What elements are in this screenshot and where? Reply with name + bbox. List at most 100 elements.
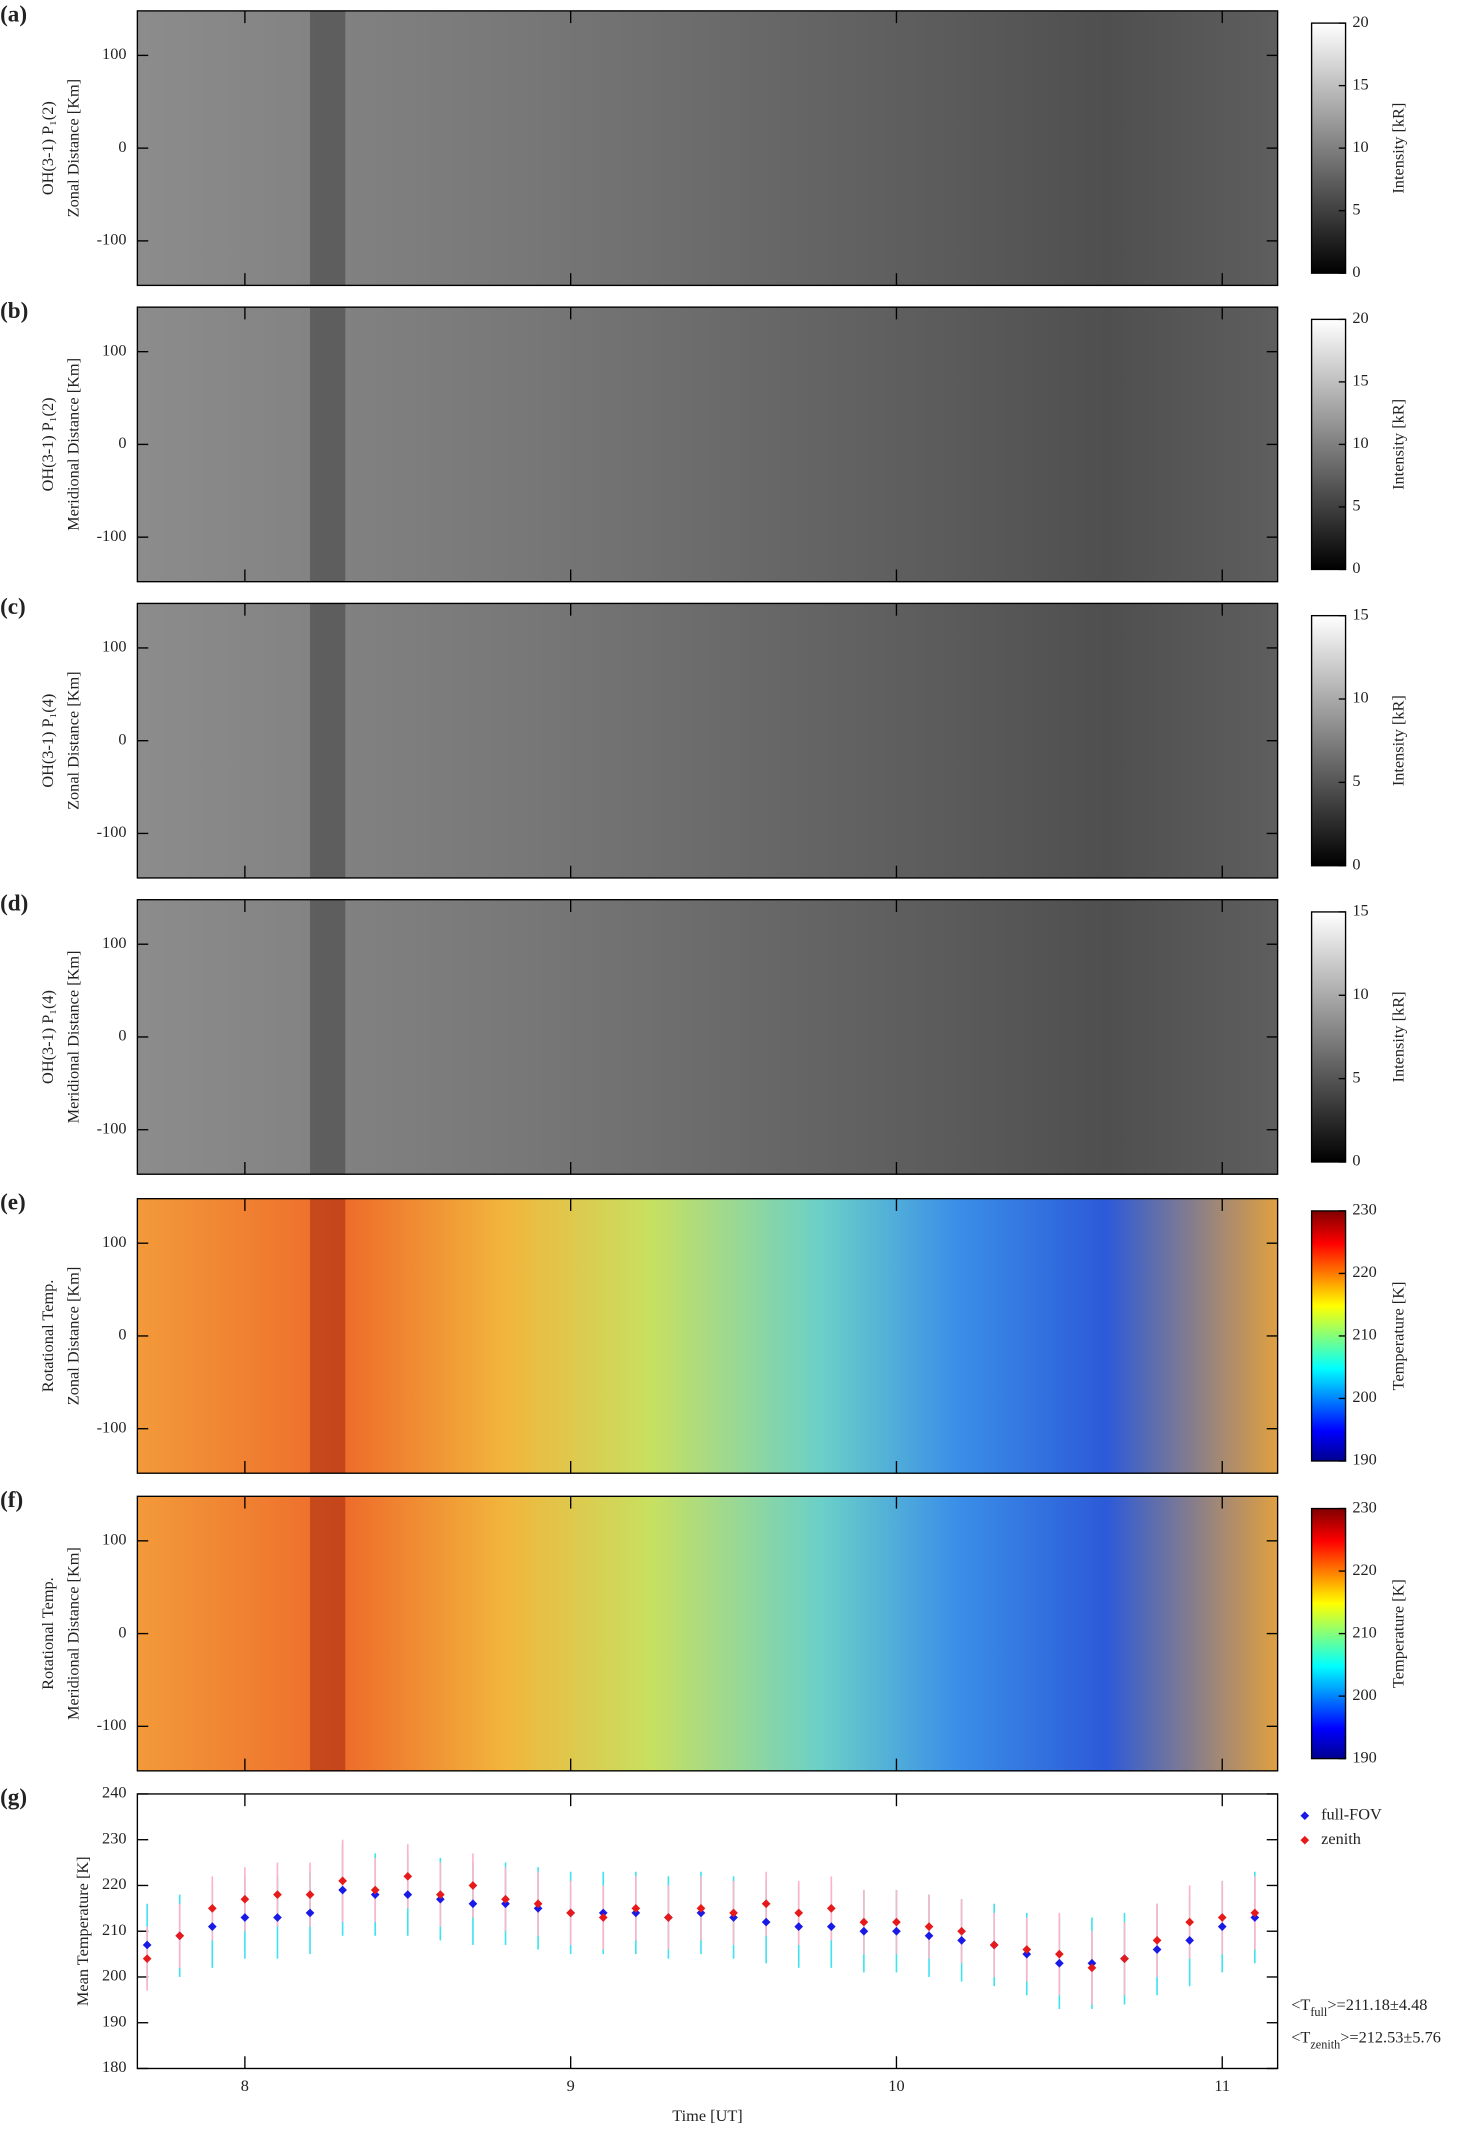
colorbar-tick-label: 0: [1352, 262, 1360, 281]
data-point: [403, 1871, 413, 1881]
frame: [136, 1793, 1279, 2070]
data-point: [1054, 1949, 1064, 1959]
colorbar-label: Intensity [kR]: [1389, 103, 1408, 194]
keogram-stripe: [309, 1496, 346, 1771]
data-point: [957, 1936, 966, 1945]
data-point: [1217, 1913, 1227, 1922]
data-point: [892, 1926, 901, 1936]
annotation-part: >=212.53±5.76: [1340, 2027, 1441, 2046]
data-point: [1087, 1963, 1097, 1973]
colorbar: [1310, 911, 1347, 1163]
data-point: [631, 1908, 641, 1918]
colorbar-tick-label: 220: [1352, 1560, 1376, 1579]
colorbar-tick-label: 10: [1352, 984, 1368, 1003]
annotation: <Tzenith>=212.53±5.76: [1291, 2027, 1441, 2051]
keogram-image: [137, 1496, 1278, 1771]
data-point: [826, 1903, 836, 1913]
panel-label: (a): [0, 1, 27, 27]
legend-label: full-FOV: [1321, 1804, 1382, 1823]
y-tick-label: 210: [102, 1920, 126, 1939]
data-point: [338, 1876, 347, 1886]
data-point: [664, 1913, 673, 1922]
y-tick-label: -100: [97, 230, 127, 249]
y-tick-label: 100: [102, 637, 126, 656]
colorbar-tick-label: 190: [1352, 1450, 1376, 1469]
keogram-stripe: [309, 899, 346, 1175]
y-tick-label: 0: [118, 1026, 126, 1045]
y-axis-label: Meridional Distance [Km]: [64, 358, 83, 531]
y-tick-label: 0: [118, 433, 126, 452]
panel-label: (b): [0, 297, 28, 323]
keogram-stripe: [309, 307, 346, 582]
x-axis-label: Time [UT]: [672, 2106, 742, 2125]
data-point: [1250, 1913, 1260, 1922]
y-axis-label: OH(3-1) P₁(4): [38, 990, 57, 1084]
annotation-part: <T: [1291, 2027, 1310, 2046]
y-tick-label: 100: [102, 1232, 126, 1251]
data-point: [631, 1903, 641, 1913]
data-point: [533, 1903, 543, 1913]
data-point: [1120, 1954, 1129, 1964]
annotation-part: >=211.18±4.48: [1327, 1995, 1427, 2014]
colorbar-tick-label: 190: [1352, 1747, 1376, 1766]
x-tick-label: 10: [888, 2076, 904, 2095]
data-point: [1152, 1945, 1162, 1954]
annotation-part: full: [1310, 2005, 1328, 2019]
y-tick-label: 200: [102, 1966, 126, 1985]
data-point: [175, 1931, 185, 1941]
data-point: [1087, 1958, 1097, 1968]
keogram-stripe: [309, 1198, 346, 1474]
data-point: [142, 1954, 152, 1964]
panel-label: (e): [0, 1188, 26, 1214]
data-point: [1217, 1922, 1227, 1931]
keogram-stripe: [309, 10, 346, 286]
colorbar-tick-label: 200: [1352, 1387, 1376, 1406]
data-point: [1022, 1945, 1032, 1954]
data-point: [859, 1917, 869, 1927]
panel-label: (f): [0, 1486, 23, 1512]
y-tick-label: 100: [102, 44, 126, 63]
y-tick-label: 190: [102, 2011, 126, 2030]
data-point: [273, 1890, 282, 1899]
colorbar-label: Intensity [kR]: [1389, 399, 1408, 490]
data-point: [826, 1922, 836, 1931]
legend-marker: [1300, 1811, 1310, 1821]
colorbar-tick-label: 0: [1352, 854, 1360, 873]
y-axis-label: Meridional Distance [Km]: [64, 951, 83, 1124]
colorbar-tick-label: 15: [1352, 604, 1368, 623]
y-tick-label: -100: [97, 526, 127, 545]
y-axis-label: Zonal Distance [Km]: [64, 671, 83, 809]
data-point: [501, 1894, 510, 1904]
legend-label: zenith: [1321, 1829, 1361, 1848]
x-tick-label: 11: [1214, 2076, 1230, 2095]
y-axis-label: OH(3-1) P₁(4): [38, 694, 57, 788]
colorbar: [1310, 614, 1347, 867]
data-point: [598, 1913, 608, 1922]
annotation-part: <T: [1291, 1995, 1310, 2014]
x-tick-label: 9: [567, 2076, 575, 2095]
colorbar-tick-label: 10: [1352, 433, 1368, 452]
data-point: [1250, 1908, 1260, 1918]
data-point: [338, 1885, 347, 1895]
annotation-part: zenith: [1310, 2037, 1340, 2051]
data-point: [240, 1913, 250, 1922]
colorbar-tick-label: 5: [1352, 199, 1360, 218]
panel-label: (g): [0, 1784, 27, 1810]
colorbar-label: Intensity [kR]: [1389, 695, 1408, 786]
data-point: [1054, 1958, 1064, 1968]
y-axis-label: Zonal Distance [Km]: [64, 1267, 83, 1405]
data-point: [924, 1931, 934, 1941]
colorbar-tick-label: 15: [1352, 901, 1368, 920]
colorbar-tick-label: 230: [1352, 1497, 1376, 1516]
y-tick-label: 100: [102, 1530, 126, 1549]
colorbar-tick-label: 10: [1352, 688, 1368, 707]
colorbar-tick-label: 230: [1352, 1200, 1376, 1219]
data-point: [729, 1908, 738, 1918]
data-point: [794, 1922, 804, 1931]
y-tick-label: 240: [102, 1783, 126, 1802]
keogram-image: [137, 1198, 1278, 1474]
data-point: [892, 1917, 901, 1927]
y-tick-label: 0: [118, 729, 126, 748]
keogram-image: [137, 307, 1278, 582]
